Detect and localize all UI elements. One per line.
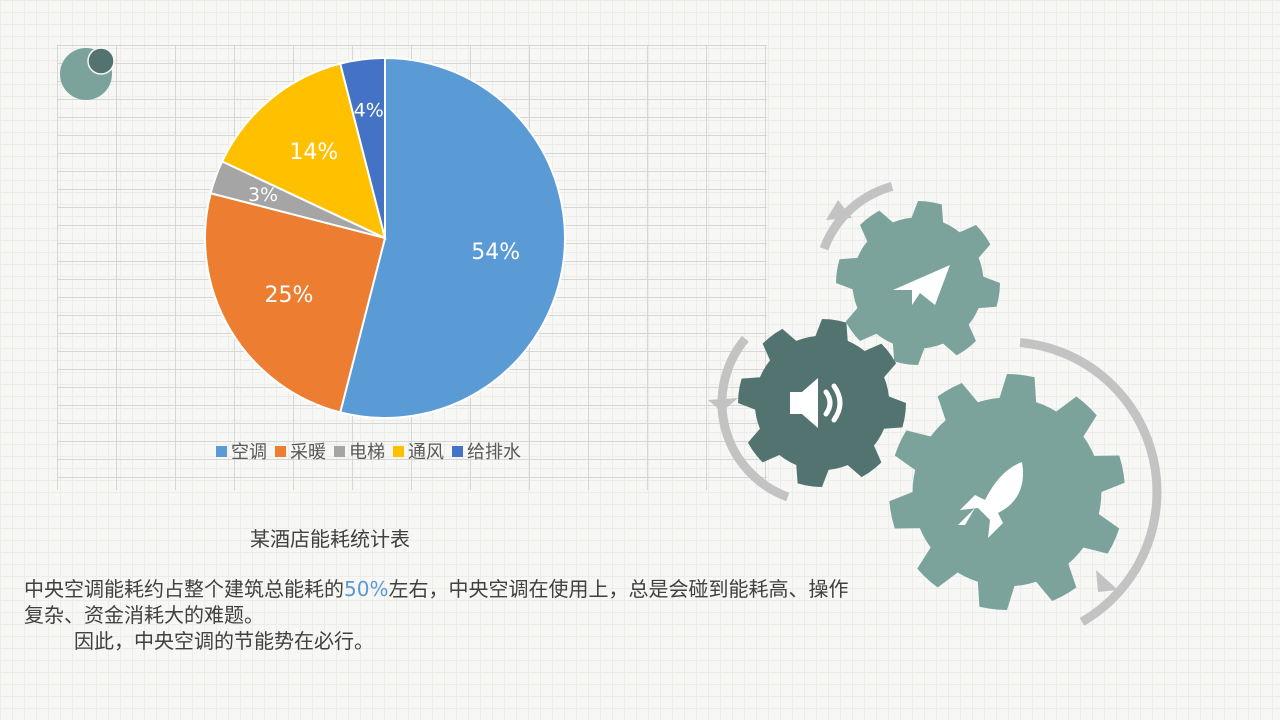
pie-slice-1 <box>204 192 387 414</box>
pie-slice-0 <box>339 56 566 419</box>
legend-swatch <box>393 445 404 457</box>
para1-text-cont: 左右，中央空调在使用上，总是会碰到能耗高、操作复杂、资金消耗大的难题。 <box>24 577 849 627</box>
legend-label: 电梯 <box>349 442 385 463</box>
arrow-head-icon <box>1096 570 1118 592</box>
data-label: 3% <box>248 184 278 206</box>
legend-item: 电梯 <box>334 438 385 464</box>
pie-slice-4 <box>339 56 386 239</box>
arc-arrow-right <box>1019 338 1162 626</box>
chart-legend: 空调 采暖 电梯 通风 给排水 <box>216 438 521 464</box>
legend-item: 给排水 <box>452 438 521 464</box>
legend-item: 采暖 <box>275 438 326 464</box>
rocket-icon <box>958 462 1023 538</box>
sound-waves-icon <box>823 383 843 423</box>
data-label: 4% <box>354 99 384 121</box>
arrow-head-icon <box>826 200 852 220</box>
speaker-icon <box>790 378 818 428</box>
para2-text: 因此，中央空调的节能势在必行。 <box>74 629 374 653</box>
para1-text: 中央空调能耗约占整个建筑总能耗的 <box>24 577 344 601</box>
legend-swatch <box>452 445 463 457</box>
legend-item: 通风 <box>393 438 444 464</box>
arc-arrow-top <box>819 182 894 251</box>
chart-title: 某酒店能耗统计表 <box>250 527 410 551</box>
legend-label: 通风 <box>408 442 444 463</box>
legend-item: 空调 <box>216 438 267 464</box>
legend-swatch <box>334 445 345 457</box>
arrow-head-icon <box>708 398 738 412</box>
highlight-percent: 50% <box>344 577 389 601</box>
data-label: 54% <box>471 240 520 265</box>
pie-slice-3 <box>220 62 387 240</box>
legend-swatch <box>216 445 227 457</box>
legend-label: 空调 <box>231 442 267 463</box>
body-text: 中央空调能耗约占整个建筑总能耗的50%左右，中央空调在使用上，总是会碰到能耗高、… <box>24 576 864 654</box>
legend-swatch <box>275 445 286 457</box>
data-label: 25% <box>264 283 313 308</box>
decor-circle-small <box>87 47 115 75</box>
paper-plane-icon <box>893 265 950 305</box>
data-label: 14% <box>289 140 338 165</box>
gear-left <box>738 319 906 487</box>
legend-label: 给排水 <box>467 442 521 463</box>
legend-label: 采暖 <box>290 442 326 463</box>
arc-arrow-left <box>717 335 790 502</box>
